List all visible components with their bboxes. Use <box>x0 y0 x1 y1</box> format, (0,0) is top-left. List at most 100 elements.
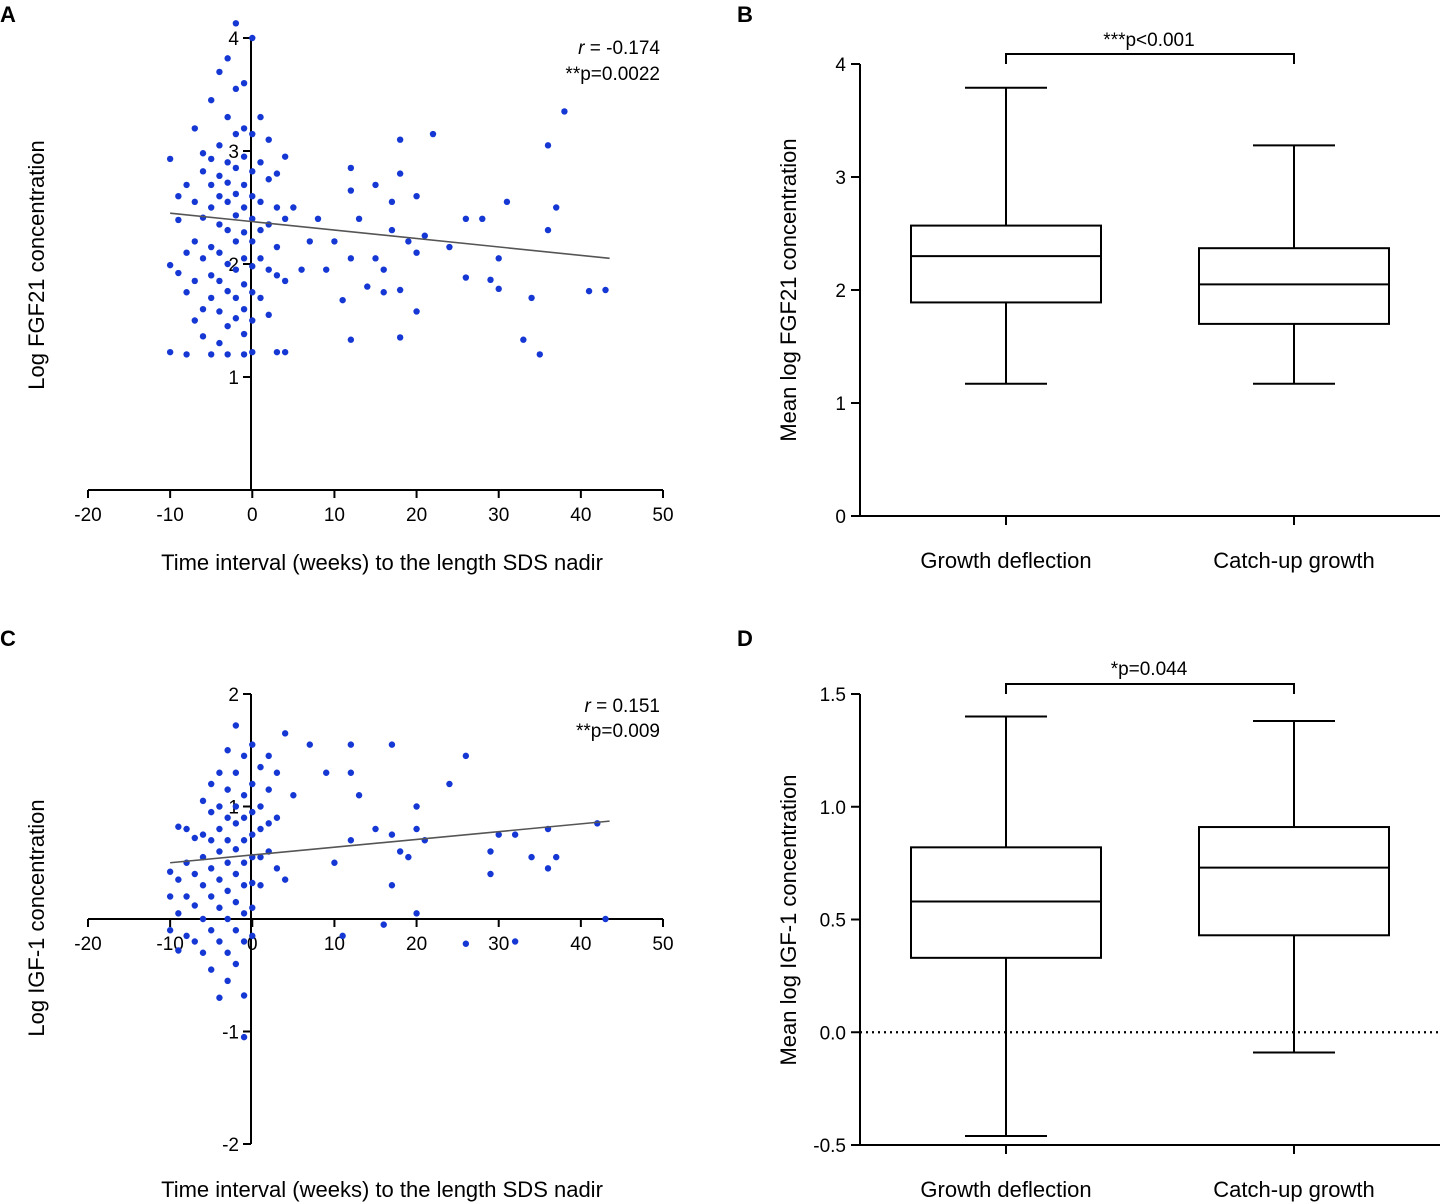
data-point <box>208 780 215 788</box>
data-point <box>216 142 223 149</box>
panel-d-y-label: Mean log IGF-1 concentration <box>776 774 801 1065</box>
data-point <box>208 966 215 973</box>
iqr-box <box>1198 247 1390 325</box>
data-point <box>224 226 231 234</box>
iqr-box <box>910 224 1102 304</box>
data-point <box>232 85 240 93</box>
data-point <box>199 882 207 889</box>
panel-b-category-2: Catch-up growth <box>1213 548 1374 573</box>
significance-bracket-line <box>1005 683 1295 694</box>
data-point <box>216 193 223 200</box>
data-point <box>240 351 248 358</box>
data-point <box>208 294 215 302</box>
data-point <box>191 938 198 945</box>
data-point <box>224 351 231 358</box>
significance-bracket-line <box>1005 53 1295 64</box>
panel-a-y-label: Log FGF21 concentration <box>24 140 49 389</box>
data-point <box>413 803 420 810</box>
data-point <box>224 786 231 793</box>
data-point <box>281 876 289 883</box>
data-point <box>347 769 355 776</box>
data-point <box>306 741 313 748</box>
panel-d-category-1: Growth deflection <box>920 1177 1091 1202</box>
data-point <box>216 825 223 833</box>
panel-a-letter: A <box>0 2 16 27</box>
data-point <box>290 792 297 799</box>
panel-a-x-ticks: -20 -10 0 10 20 30 40 50 <box>74 490 674 526</box>
data-point <box>232 20 240 27</box>
data-point <box>191 125 198 132</box>
data-point <box>232 238 240 245</box>
data-point <box>273 865 281 872</box>
data-point <box>594 820 601 827</box>
data-point <box>249 831 256 838</box>
panel-c-r-value: = 0.151 <box>591 696 660 717</box>
data-point <box>265 311 272 319</box>
data-point <box>240 814 248 821</box>
data-point <box>216 68 223 76</box>
x-tick-label: -20 <box>74 934 101 955</box>
y-tick-label: 1.0 <box>820 798 846 819</box>
data-point <box>166 348 174 356</box>
data-point <box>175 216 182 224</box>
data-point <box>495 285 502 293</box>
x-tick-label: 30 <box>488 505 509 526</box>
data-point <box>216 803 223 810</box>
data-point <box>232 212 240 219</box>
panel-d-significance-label: *p=0.044 <box>1111 659 1188 680</box>
data-point <box>553 853 560 861</box>
data-point <box>281 348 289 356</box>
data-point <box>232 846 240 853</box>
data-point <box>388 741 396 748</box>
panel-d-letter: D <box>737 626 753 651</box>
data-point <box>191 317 198 324</box>
data-point <box>257 763 264 771</box>
data-point <box>347 187 355 194</box>
data-point <box>388 882 396 889</box>
data-point <box>216 277 223 285</box>
x-tick-label: 50 <box>652 505 673 526</box>
panel-d-significance-bracket <box>1005 683 1295 694</box>
x-tick-label: 0 <box>247 505 258 526</box>
data-point <box>224 179 231 186</box>
data-point <box>372 181 379 189</box>
data-point <box>216 221 223 228</box>
data-point <box>183 181 190 189</box>
data-point <box>290 204 297 211</box>
x-tick-label: 50 <box>652 934 673 955</box>
data-point <box>396 286 404 294</box>
data-point <box>413 825 420 833</box>
y-tick-label: 0.0 <box>820 1023 846 1044</box>
data-point <box>380 266 387 273</box>
x-tick-label: 40 <box>570 934 591 955</box>
data-point <box>388 226 396 234</box>
data-point <box>240 1033 248 1041</box>
data-point <box>265 820 272 827</box>
data-point <box>561 108 568 115</box>
data-point <box>224 287 231 295</box>
data-point <box>249 741 256 748</box>
panel-a-r-stat: r = -0.174 <box>578 38 660 59</box>
data-point <box>240 938 248 945</box>
x-tick-label: 20 <box>406 505 427 526</box>
data-point <box>175 947 182 954</box>
data-point <box>199 949 207 956</box>
data-point <box>495 255 502 262</box>
panel-b-y-ticks: 0 1 2 3 4 <box>835 55 860 528</box>
data-point <box>347 837 355 844</box>
data-point <box>216 172 223 180</box>
data-point <box>199 306 207 313</box>
data-point <box>199 255 207 262</box>
data-point <box>323 266 330 273</box>
iqr-box <box>910 846 1102 959</box>
data-point <box>175 269 182 277</box>
data-point <box>199 831 207 838</box>
y-tick-label: 3 <box>835 168 846 189</box>
data-point <box>232 190 240 198</box>
data-point <box>413 910 420 917</box>
data-point <box>281 277 289 285</box>
data-point <box>216 876 223 883</box>
y-tick-label: 2 <box>835 281 846 302</box>
data-point <box>224 915 231 923</box>
data-point <box>208 272 215 279</box>
